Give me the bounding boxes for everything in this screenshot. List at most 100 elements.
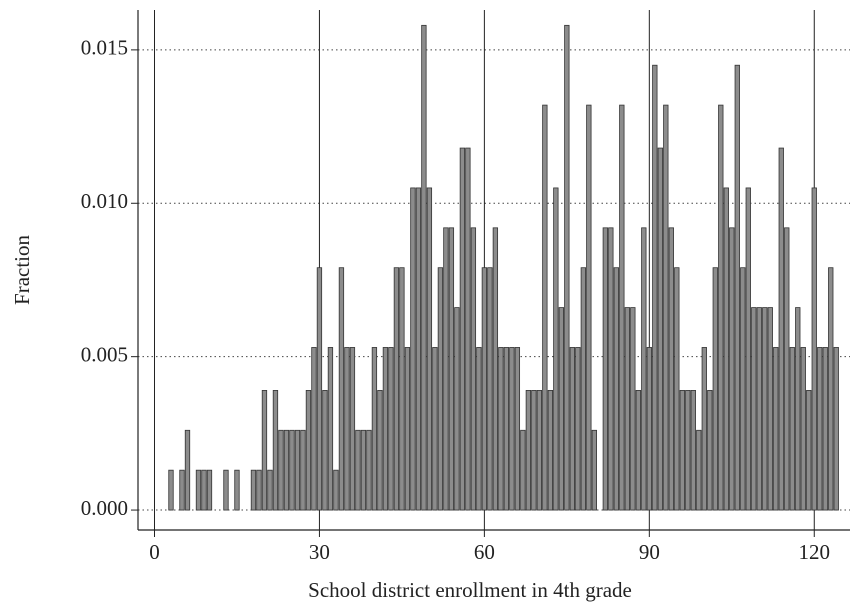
bar — [657, 147, 663, 511]
bar — [674, 267, 680, 511]
bar — [685, 390, 691, 511]
bar — [404, 347, 411, 511]
bar — [613, 267, 619, 511]
bar — [833, 347, 839, 511]
bar — [525, 390, 532, 511]
bar — [564, 24, 570, 511]
bar — [547, 390, 554, 511]
bar — [234, 469, 240, 511]
bar — [646, 347, 652, 511]
bar — [707, 390, 713, 511]
bar — [344, 347, 350, 511]
bar — [421, 24, 427, 511]
bar — [806, 390, 812, 511]
bar — [179, 469, 185, 511]
bar — [608, 227, 614, 511]
bar — [432, 347, 438, 511]
y-tick-label: 0.000 — [81, 496, 128, 520]
bar — [558, 307, 565, 511]
bar — [377, 390, 383, 511]
bar — [630, 307, 636, 511]
bar — [586, 104, 592, 511]
bar — [371, 347, 378, 511]
x-tick-label: 90 — [639, 540, 660, 564]
bar — [250, 469, 257, 511]
y-tick-label: 0.010 — [81, 189, 128, 213]
bar — [800, 347, 806, 511]
bar — [503, 347, 510, 511]
bar — [470, 227, 477, 511]
x-tick-label: 120 — [799, 540, 831, 564]
bar — [289, 429, 295, 511]
bar — [272, 390, 279, 511]
bar — [696, 429, 702, 511]
bar — [448, 227, 455, 511]
bar — [355, 429, 361, 511]
bar — [366, 429, 372, 511]
y-axis-label: Fraction — [10, 235, 34, 305]
bar — [305, 390, 312, 511]
bar — [261, 390, 268, 511]
bar — [311, 347, 317, 511]
bar — [679, 390, 685, 511]
x-tick-label: 60 — [474, 540, 495, 564]
bar — [822, 347, 828, 511]
bar — [751, 307, 757, 511]
bar — [773, 347, 779, 511]
bar — [531, 390, 537, 511]
bar — [575, 347, 581, 511]
bar — [465, 147, 471, 511]
bar — [745, 187, 751, 511]
bar — [828, 267, 834, 511]
x-tick-label: 0 — [149, 540, 160, 564]
bar — [690, 390, 696, 511]
bar — [283, 429, 290, 511]
bar — [498, 347, 504, 511]
bar — [580, 267, 586, 511]
bar — [718, 104, 724, 511]
bar — [349, 347, 356, 511]
bar — [663, 104, 669, 511]
bar — [415, 187, 422, 511]
bar — [437, 267, 444, 511]
bar — [542, 104, 548, 511]
bar — [338, 267, 345, 511]
bar — [668, 227, 674, 511]
bar — [536, 390, 543, 511]
y-tick-label: 0.005 — [81, 342, 128, 366]
bar — [459, 147, 466, 511]
x-tick-label: 30 — [309, 540, 330, 564]
bar — [619, 104, 625, 511]
bar — [322, 390, 328, 511]
bar — [795, 307, 801, 511]
bar — [514, 347, 521, 511]
bar — [509, 347, 515, 511]
bar — [294, 429, 301, 511]
bar — [740, 267, 746, 511]
bar — [652, 64, 658, 511]
bar — [206, 469, 213, 511]
bar — [811, 187, 817, 511]
bar — [481, 267, 488, 511]
bar — [784, 227, 790, 511]
bar — [300, 429, 306, 511]
bar — [426, 187, 433, 511]
bar — [184, 429, 191, 511]
bar — [569, 347, 575, 511]
bar — [360, 429, 367, 511]
bar — [443, 227, 449, 511]
bar — [789, 347, 795, 511]
bar — [723, 187, 729, 511]
bar — [333, 469, 339, 511]
bar — [767, 307, 773, 511]
bar — [393, 267, 400, 511]
bar — [817, 347, 823, 511]
bar — [168, 469, 174, 511]
bar — [223, 469, 229, 511]
bar — [762, 307, 768, 511]
bar — [756, 307, 762, 511]
bar — [778, 147, 784, 511]
bar — [591, 429, 597, 511]
bar — [729, 227, 735, 511]
